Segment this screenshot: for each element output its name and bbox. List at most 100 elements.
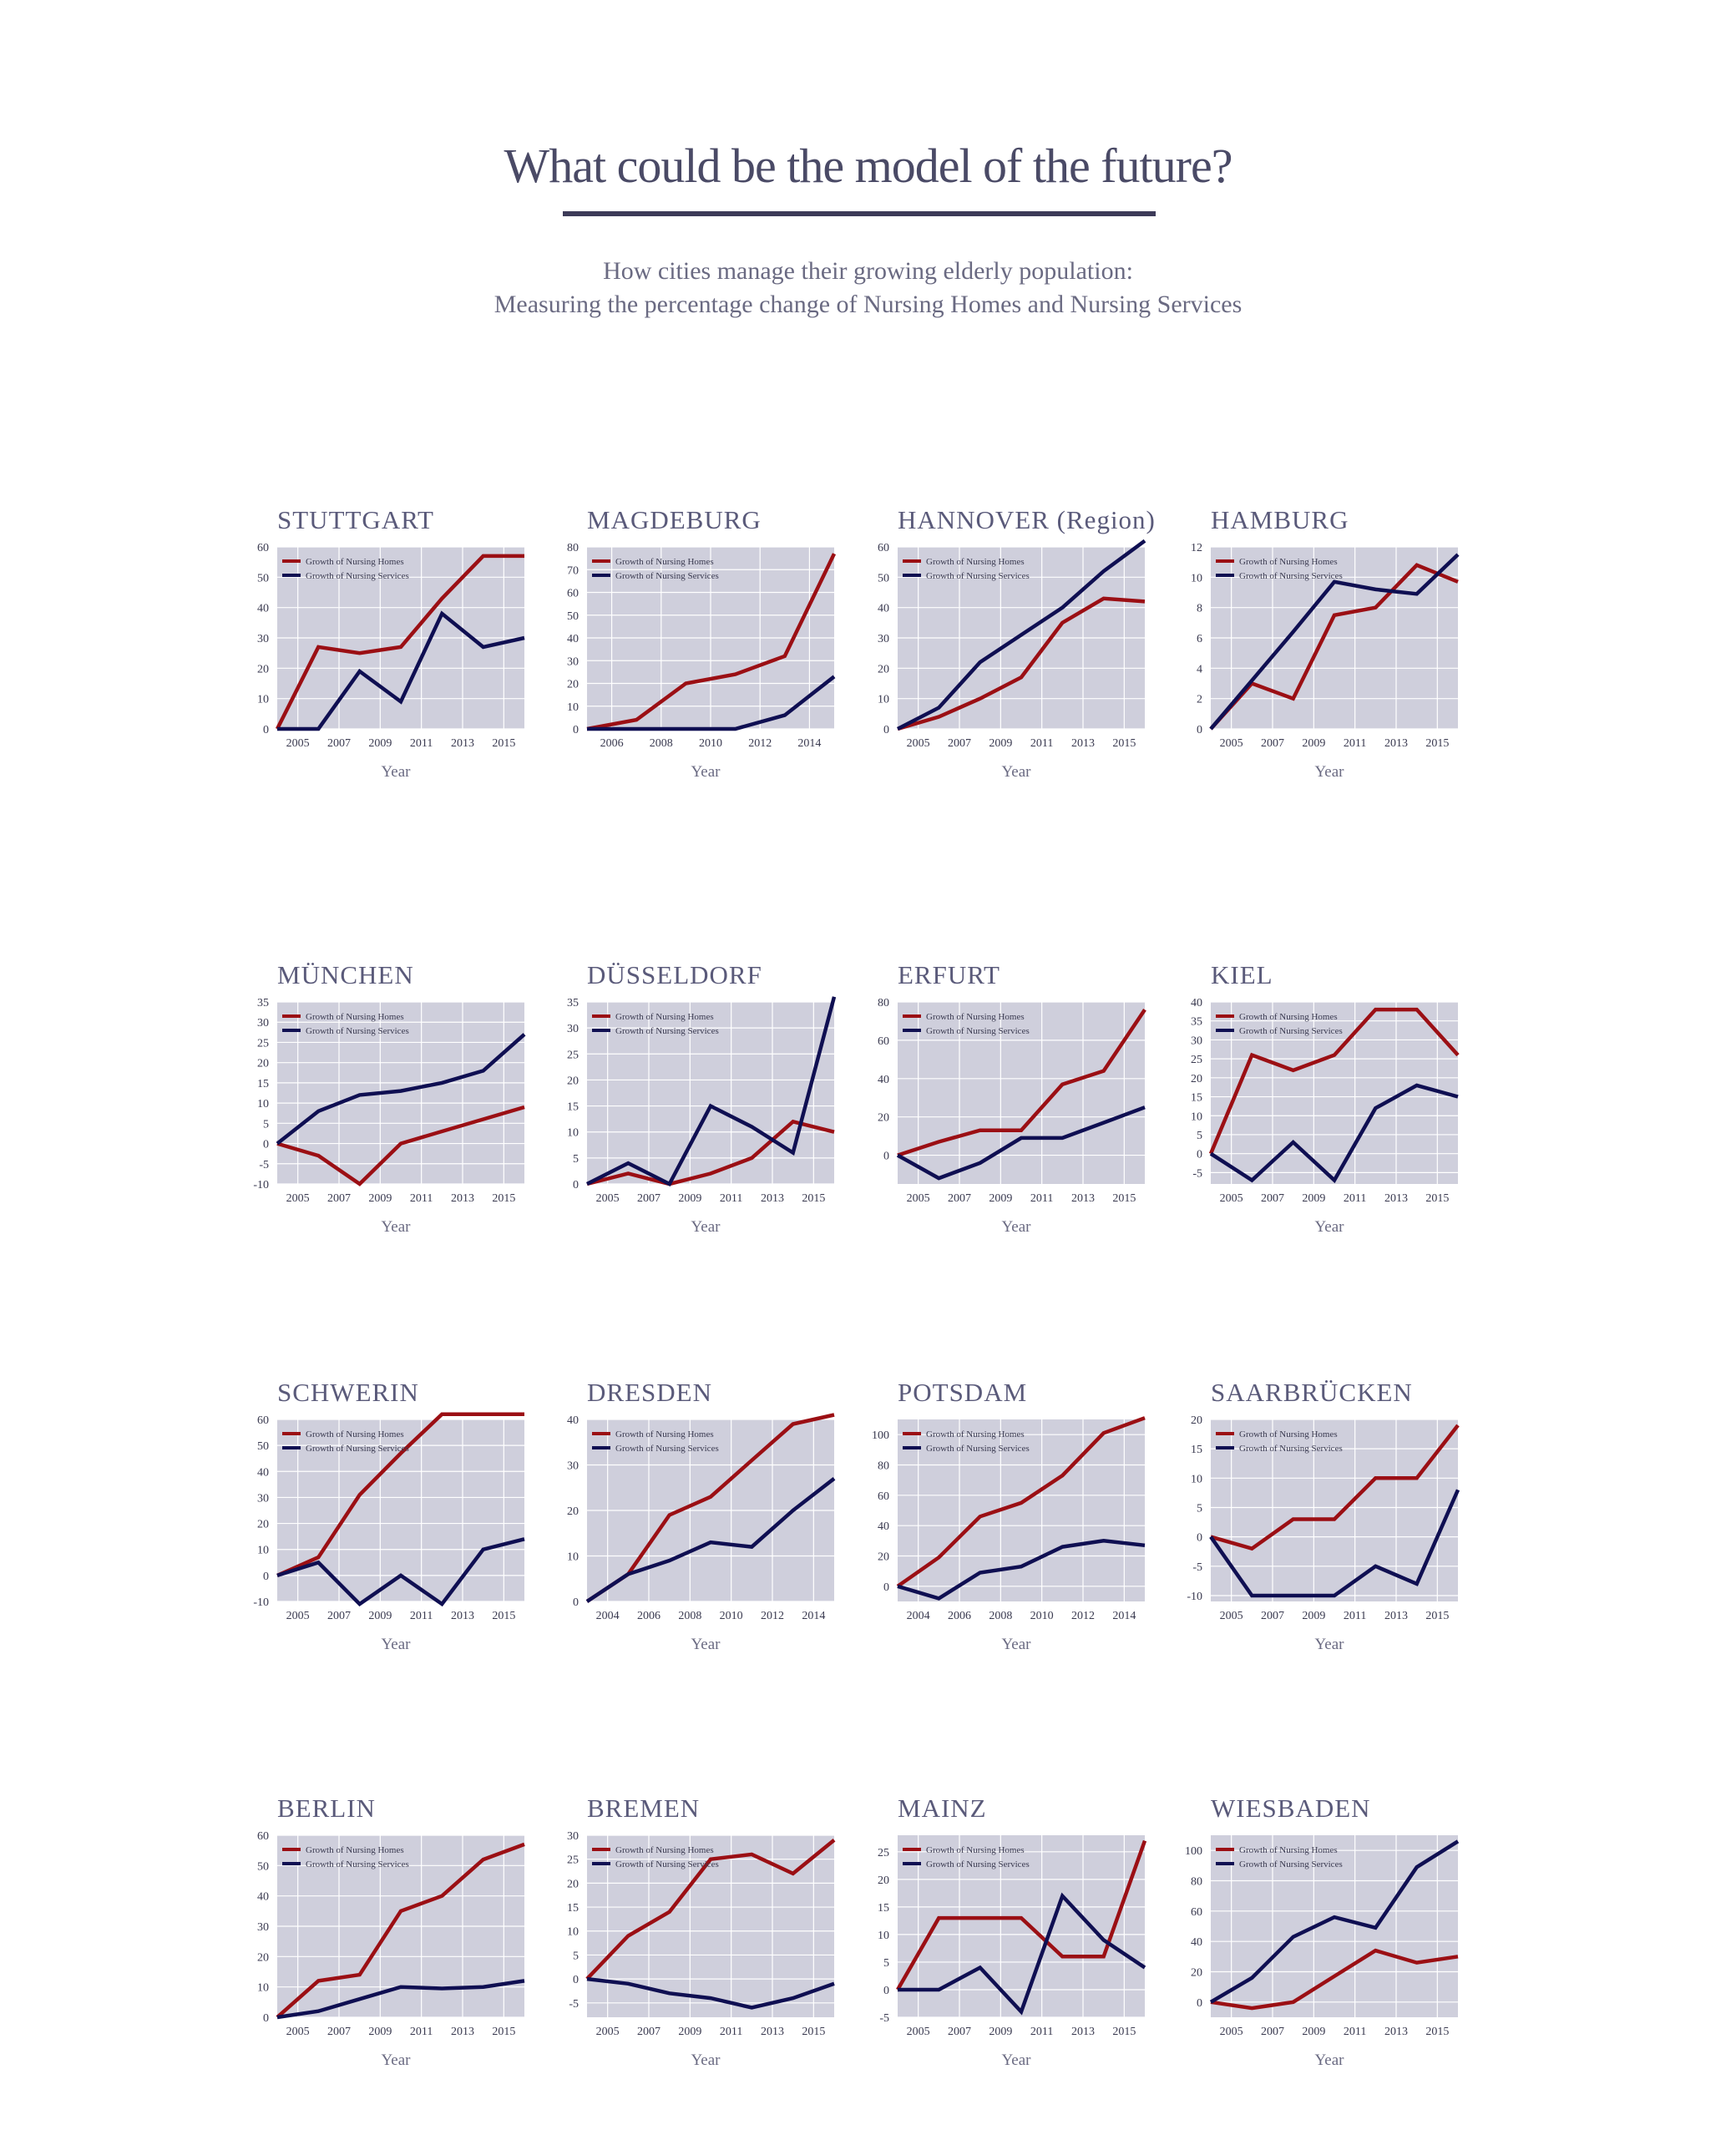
y-tick-label: 20: [257, 1951, 269, 1964]
legend-label-nursing-services: Growth of Nursing Services: [926, 1859, 1030, 1869]
y-tick-label: 0: [263, 1139, 269, 1151]
y-tick-label: 30: [257, 1017, 269, 1030]
y-tick-label: 60: [1191, 1906, 1202, 1919]
x-tick-label: 2007: [1261, 2026, 1284, 2038]
chart-panel-hannover-region-: HANNOVER (Region) 0 10 20 30 40 50 60 2005 2007 20…: [878, 505, 1155, 781]
series-line-nursing-homes: [275, 554, 524, 731]
y-tick-label: 5: [263, 1118, 269, 1131]
y-tick-label: -5: [259, 1159, 269, 1171]
plot-area: [898, 1419, 1145, 1601]
legend-label-nursing-services: Growth of Nursing Services: [615, 571, 719, 581]
x-tick-label: 2014: [802, 1610, 825, 1622]
x-tick-label: 2008: [678, 1610, 701, 1622]
plot-area: [587, 1835, 834, 2017]
y-tick-label: 70: [567, 564, 579, 577]
y-tick-label: 60: [567, 588, 579, 600]
y-tick-label: 0: [573, 1596, 579, 1609]
y-tick-label: 35: [567, 997, 579, 1009]
x-tick-label: 2013: [1384, 1192, 1408, 1205]
x-axis-label: Year: [691, 2051, 721, 2069]
y-tick-label: 25: [257, 1037, 269, 1050]
y-tick-label: -10: [1187, 1591, 1202, 1603]
x-tick-label: 2009: [1302, 1192, 1325, 1205]
series-line-nursing-services: [586, 1976, 835, 2010]
y-tick-label: 10: [567, 1926, 579, 1939]
chart-title: MAINZ: [898, 1793, 987, 1823]
x-tick-label: 2005: [1220, 2026, 1243, 2038]
legend-label-nursing-services: Growth of Nursing Services: [615, 1859, 719, 1869]
y-tick-label: 60: [257, 1414, 269, 1427]
x-tick-label: 2006: [600, 737, 624, 750]
y-tick-label: 30: [257, 633, 269, 645]
y-tick-label: 10: [257, 694, 269, 706]
x-tick-label: 2009: [368, 1192, 392, 1205]
legend-label-nursing-services: Growth of Nursing Services: [306, 1444, 409, 1454]
y-tick-label: 25: [1191, 1054, 1202, 1066]
x-tick-label: 2011: [720, 1192, 742, 1205]
y-tick-label: 40: [257, 603, 269, 615]
page-title: What could be the model of the future?: [504, 139, 1233, 193]
y-tick-label: 8: [1197, 603, 1202, 615]
series-line-nursing-services: [276, 1979, 525, 2020]
x-tick-label: 2009: [1302, 1610, 1325, 1622]
chart-title: MÜNCHEN: [277, 960, 414, 989]
y-tick-label: 30: [567, 1830, 579, 1843]
y-tick-label: 25: [878, 1847, 889, 1859]
y-tick-label: 100: [1185, 1845, 1202, 1858]
y-tick-label: 20: [257, 663, 269, 675]
y-tick-label: 0: [883, 1581, 889, 1594]
y-tick-label: 30: [567, 1023, 579, 1035]
legend-label-nursing-homes: Growth of Nursing Homes: [1239, 1845, 1338, 1855]
series-line-nursing-services: [1209, 1839, 1460, 2004]
x-tick-label: 2015: [1112, 1192, 1136, 1205]
y-tick-label: 20: [567, 1075, 579, 1087]
x-axis-label: Year: [1001, 1218, 1031, 1236]
series-line-nursing-services: [897, 1539, 1146, 1601]
y-tick-label: -5: [1192, 1561, 1202, 1574]
y-tick-label: 30: [567, 655, 579, 668]
x-tick-label: 2012: [761, 1610, 784, 1622]
legend-label-nursing-homes: Growth of Nursing Homes: [926, 557, 1025, 567]
x-tick-label: 2015: [1425, 2026, 1449, 2038]
y-tick-label: -10: [253, 1179, 269, 1191]
x-tick-label: 2009: [989, 1192, 1012, 1205]
series-line-nursing-services: [276, 1033, 526, 1146]
x-tick-label: 2005: [286, 1610, 310, 1622]
y-tick-label: 20: [878, 663, 889, 675]
x-axis-label: Year: [1001, 2051, 1031, 2069]
y-tick-label: 80: [1191, 1876, 1202, 1889]
x-tick-label: 2009: [989, 2026, 1012, 2038]
x-axis-label: Year: [1001, 763, 1031, 781]
y-tick-label: 0: [883, 724, 889, 736]
y-tick-label: 60: [878, 542, 889, 554]
series-line-nursing-homes: [276, 1412, 524, 1577]
y-tick-label: 80: [567, 542, 579, 554]
x-tick-label: 2013: [1384, 1610, 1408, 1622]
x-tick-label: 2006: [948, 1610, 971, 1622]
y-tick-label: 40: [878, 1074, 889, 1086]
y-tick-label: 40: [257, 1891, 269, 1904]
legend-label-nursing-services: Growth of Nursing Services: [306, 571, 409, 581]
y-tick-label: 5: [1197, 1130, 1202, 1142]
x-tick-label: 2014: [1112, 1610, 1136, 1622]
legend-label-nursing-homes: Growth of Nursing Homes: [615, 1429, 714, 1439]
series-line-nursing-services: [898, 1892, 1146, 2016]
page-header: What could be the model of the future? H…: [0, 0, 1736, 351]
chart-panel-potsdam: POTSDAM 0 20 40 60 80 100 2004 2006 2008 2010 2012 2…: [872, 1378, 1146, 1653]
x-tick-label: 2004: [596, 1610, 620, 1622]
y-tick-label: 40: [878, 1520, 889, 1533]
x-tick-label: 2013: [761, 2026, 784, 2038]
x-tick-label: 2013: [451, 1610, 474, 1622]
x-tick-label: 2013: [761, 1192, 784, 1205]
x-tick-label: 2005: [286, 1192, 310, 1205]
legend-label-nursing-services: Growth of Nursing Services: [926, 571, 1030, 581]
x-tick-label: 2013: [451, 1192, 474, 1205]
x-tick-label: 2009: [1302, 2026, 1325, 2038]
x-axis-label: Year: [381, 2051, 411, 2069]
legend-label-nursing-services: Growth of Nursing Services: [1239, 1026, 1343, 1036]
x-tick-label: 2013: [1384, 2026, 1408, 2038]
chart-title: BREMEN: [587, 1793, 700, 1823]
x-tick-label: 2007: [327, 737, 351, 750]
series-line-nursing-homes: [276, 1105, 525, 1186]
y-tick-label: 20: [567, 1505, 579, 1518]
